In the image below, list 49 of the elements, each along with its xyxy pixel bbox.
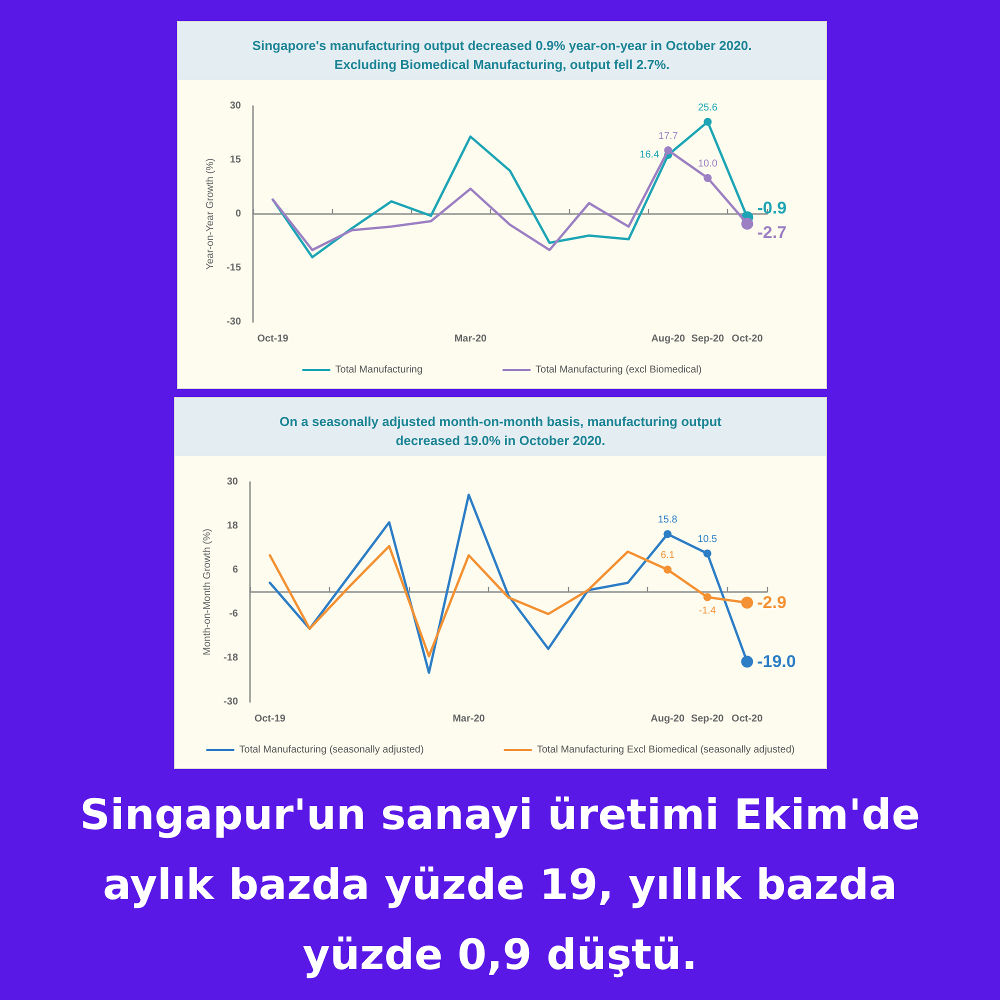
x-tick-label: Oct-20 [732, 714, 764, 724]
data-label: -0.9 [757, 198, 787, 218]
data-label: -19.0 [757, 652, 796, 672]
y-tick-label: -30 [224, 696, 238, 708]
point [664, 530, 672, 538]
point [703, 550, 712, 558]
data-label: 6.1 [660, 550, 675, 562]
y-tick-label: -30 [226, 316, 242, 328]
y-tick-label: 0 [235, 208, 242, 220]
chart-title: Singapore's manufacturing output decreased 0.9% year-on-year in October 2020. Excluding Biomedical Manufacturing, output fell 2.7%. [252, 38, 752, 72]
y-tick-label: 6 [232, 564, 238, 576]
y-tick-label: -6 [229, 608, 238, 620]
x-tick-label: Oct-20 [732, 334, 764, 344]
data-label: 25.6 [698, 102, 718, 114]
point [704, 174, 712, 182]
legend-label: Total Manufacturing [335, 364, 423, 376]
legend-label: Total Manufacturing Excl Biomedical (seasonally adjusted) [536, 744, 795, 756]
x-tick-label: Sep-20 [690, 714, 724, 724]
data-label: 16.4 [640, 149, 660, 160]
y-tick-label: -15 [226, 262, 242, 274]
x-tick-label: Oct-19 [254, 714, 286, 724]
data-label: 10.0 [698, 158, 718, 170]
y-tick-label: 30 [226, 476, 238, 488]
y-tick-label: 30 [230, 100, 242, 112]
data-label: 10.5 [698, 534, 718, 545]
y-tick-label: 15 [230, 154, 242, 166]
chart-title: On a seasonally adjusted month-on-month basis, manufacturing output decreased 19.0% in October 2020. [279, 414, 722, 448]
x-tick-label: Aug-20 [650, 714, 685, 724]
data-label: -1.4 [698, 606, 716, 617]
y-axis-title: Month-on-Month Growth (%) [202, 528, 214, 656]
point [704, 118, 712, 126]
point [703, 593, 712, 602]
text: Singapur'un sanayi üretimi Ekim'de aylık bazda yüzde 19, yıllık bazda yüzde 0,9 düştü. [78, 789, 922, 981]
x-tick-label: Mar-20 [452, 714, 486, 724]
data-label: -2.9 [757, 593, 786, 612]
legend-label: Total Manufacturing (excl Biomedical) [536, 364, 702, 376]
x-tick-label: Mar-20 [454, 334, 488, 344]
y-axis-title: Year-on-Year Growth (%) [205, 158, 216, 270]
y-tick-label: -18 [224, 652, 238, 664]
y-tick-label: 18 [226, 520, 238, 532]
data-label: 17.7 [658, 130, 678, 142]
data-label: -2.7 [757, 223, 787, 242]
x-tick-label: Sep-20 [691, 334, 725, 344]
x-tick-label: Aug-20 [651, 334, 686, 344]
data-label: 15.8 [658, 514, 678, 526]
legend-label: Total Manufacturing (seasonally adjusted) [239, 744, 424, 756]
point [664, 146, 672, 154]
x-tick-label: Oct-19 [257, 334, 289, 344]
point [664, 566, 672, 574]
